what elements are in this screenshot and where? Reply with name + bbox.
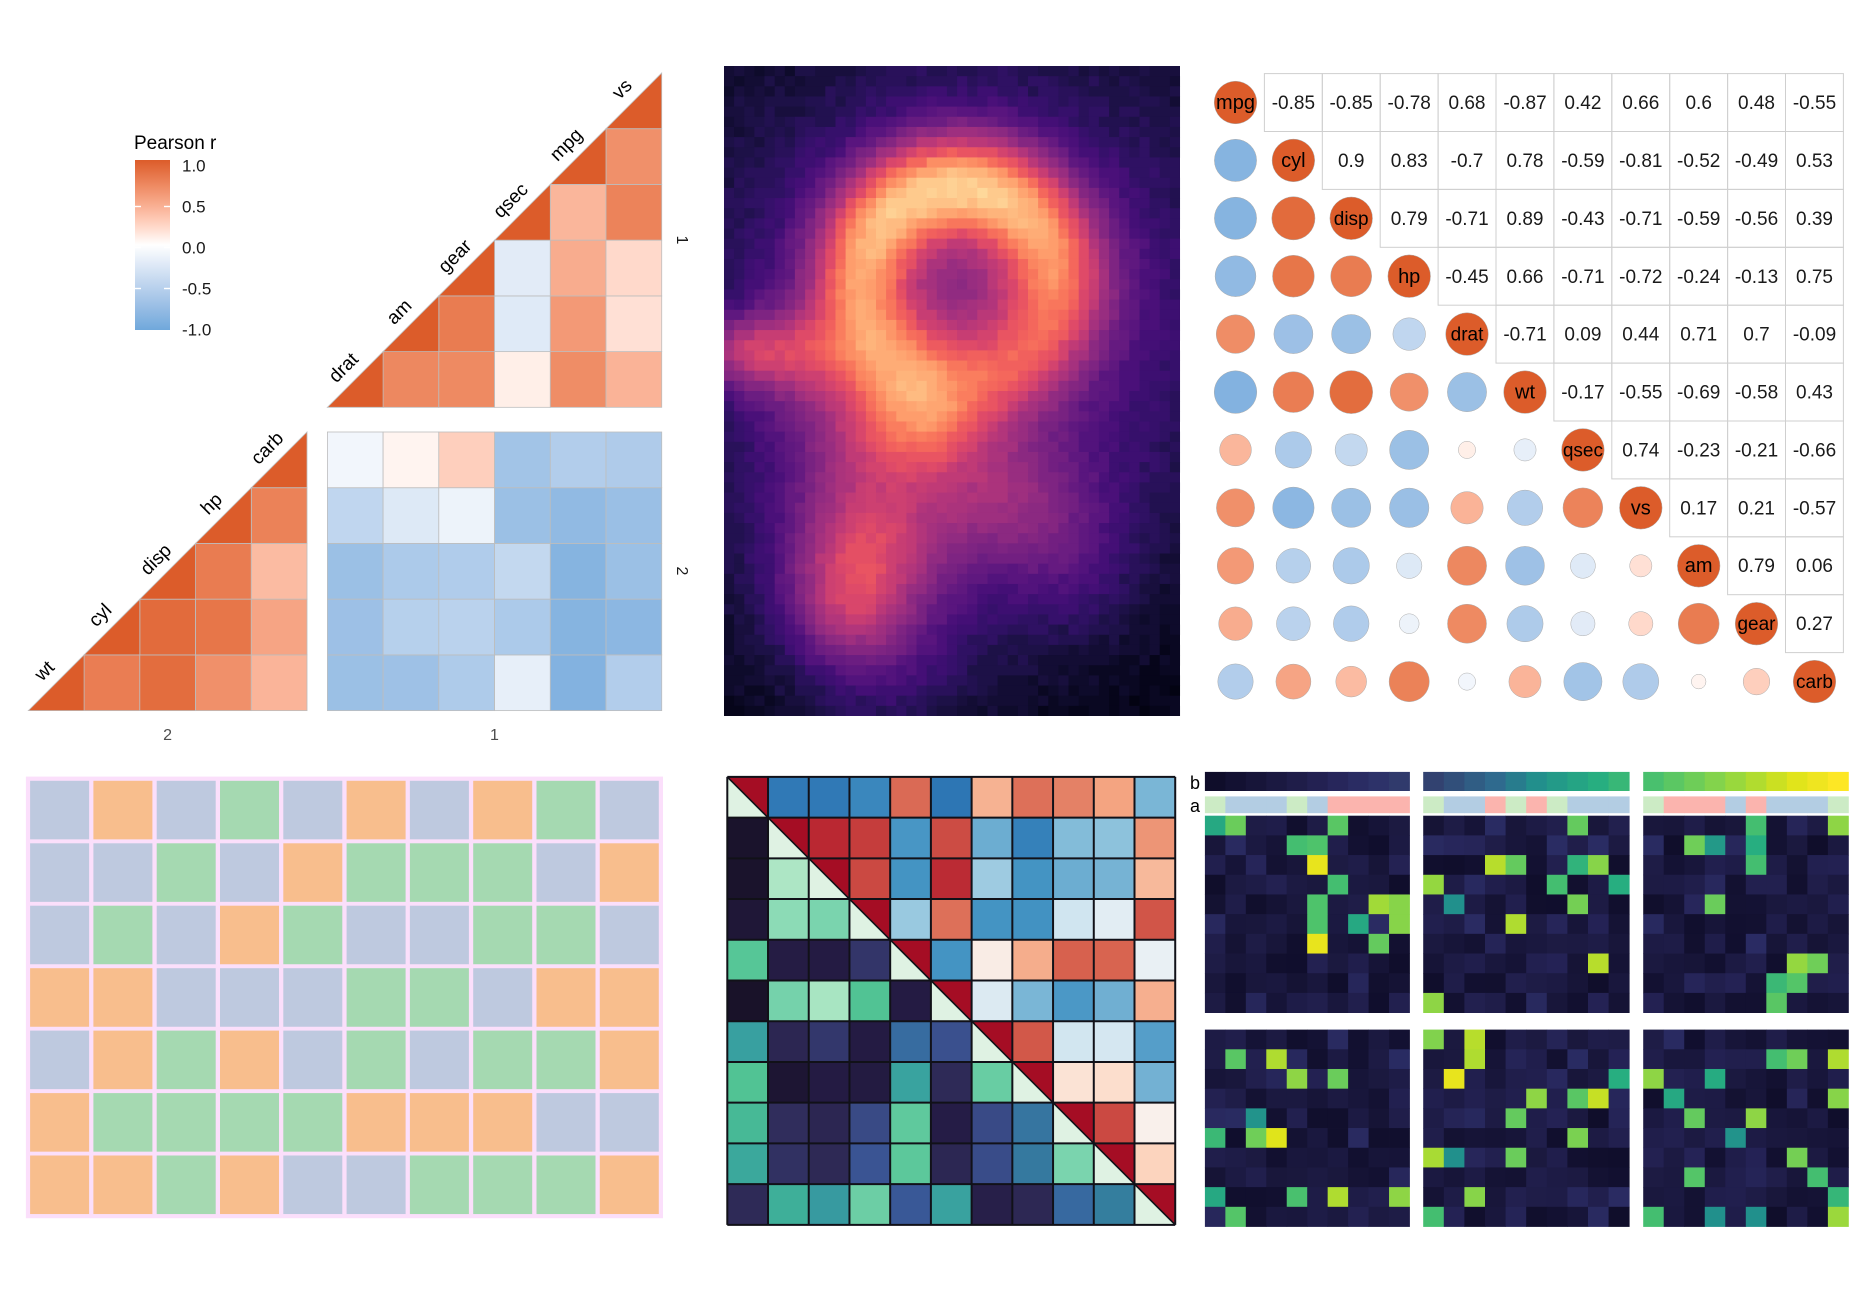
svg-text:am: am: [1685, 555, 1713, 577]
svg-text:-0.59: -0.59: [1561, 151, 1604, 172]
svg-text:0.79: 0.79: [1738, 556, 1775, 577]
svg-text:-0.71: -0.71: [1503, 325, 1546, 346]
svg-text:-0.55: -0.55: [1793, 93, 1836, 114]
svg-text:-0.52: -0.52: [1677, 151, 1720, 172]
svg-text:1: 1: [673, 236, 690, 245]
svg-text:-0.71: -0.71: [1619, 209, 1662, 230]
svg-text:-0.24: -0.24: [1677, 267, 1721, 288]
svg-text:-0.85: -0.85: [1330, 93, 1373, 114]
svg-text:-0.66: -0.66: [1793, 440, 1836, 461]
svg-text:-0.87: -0.87: [1503, 93, 1546, 114]
svg-text:-0.69: -0.69: [1677, 383, 1720, 404]
svg-text:0.68: 0.68: [1449, 93, 1486, 114]
svg-text:-0.71: -0.71: [1445, 209, 1488, 230]
svg-text:mpg: mpg: [1216, 92, 1255, 114]
svg-text:0.83: 0.83: [1391, 151, 1428, 172]
svg-text:0.5: 0.5: [182, 198, 206, 217]
svg-text:0.42: 0.42: [1564, 93, 1601, 114]
svg-text:Pearson r: Pearson r: [134, 133, 217, 154]
svg-text:hp: hp: [1398, 266, 1420, 288]
svg-text:drat: drat: [1451, 325, 1484, 346]
svg-text:0.7: 0.7: [1743, 325, 1769, 346]
svg-text:-0.55: -0.55: [1619, 383, 1662, 404]
svg-text:-0.13: -0.13: [1735, 267, 1778, 288]
svg-text:wt: wt: [1514, 382, 1535, 404]
svg-text:vs: vs: [1631, 497, 1651, 519]
svg-text:a: a: [1190, 796, 1201, 816]
svg-text:-0.49: -0.49: [1735, 151, 1778, 172]
svg-text:0.0: 0.0: [182, 239, 206, 258]
svg-text:0.27: 0.27: [1796, 614, 1833, 635]
svg-text:gear: gear: [1737, 614, 1776, 635]
svg-text:0.74: 0.74: [1622, 440, 1659, 461]
svg-text:-0.56: -0.56: [1735, 209, 1778, 230]
svg-text:-0.72: -0.72: [1619, 267, 1662, 288]
svg-text:0.89: 0.89: [1507, 209, 1544, 230]
svg-text:-0.57: -0.57: [1793, 498, 1836, 519]
svg-text:-0.43: -0.43: [1561, 209, 1604, 230]
svg-text:0.53: 0.53: [1796, 151, 1833, 172]
svg-text:carb: carb: [1796, 672, 1833, 693]
svg-text:0.75: 0.75: [1796, 267, 1833, 288]
svg-text:-0.81: -0.81: [1619, 151, 1662, 172]
svg-text:b: b: [1190, 773, 1200, 793]
svg-text:2: 2: [163, 727, 172, 744]
svg-text:0.66: 0.66: [1507, 267, 1544, 288]
svg-text:-1.0: -1.0: [182, 321, 211, 340]
svg-text:0.09: 0.09: [1564, 325, 1601, 346]
svg-text:0.39: 0.39: [1796, 209, 1833, 230]
svg-text:-0.09: -0.09: [1793, 325, 1836, 346]
svg-text:0.66: 0.66: [1622, 93, 1659, 114]
svg-text:-0.59: -0.59: [1677, 209, 1720, 230]
svg-text:0.21: 0.21: [1738, 498, 1775, 519]
svg-text:disp: disp: [1334, 209, 1369, 230]
svg-text:0.06: 0.06: [1796, 556, 1833, 577]
svg-text:-0.85: -0.85: [1272, 93, 1315, 114]
svg-text:0.6: 0.6: [1685, 93, 1711, 114]
svg-text:-0.45: -0.45: [1445, 267, 1488, 288]
svg-text:-0.23: -0.23: [1677, 440, 1720, 461]
svg-text:cyl: cyl: [1281, 150, 1305, 172]
svg-text:-0.58: -0.58: [1735, 383, 1778, 404]
svg-text:-0.78: -0.78: [1388, 93, 1431, 114]
svg-text:qsec: qsec: [1563, 440, 1603, 461]
svg-text:-0.17: -0.17: [1561, 383, 1604, 404]
svg-text:0.78: 0.78: [1507, 151, 1544, 172]
svg-text:0.48: 0.48: [1738, 93, 1775, 114]
svg-text:-0.21: -0.21: [1735, 440, 1778, 461]
svg-text:1: 1: [490, 727, 499, 744]
svg-text:0.44: 0.44: [1622, 325, 1659, 346]
svg-text:0.9: 0.9: [1338, 151, 1364, 172]
svg-text:-0.71: -0.71: [1561, 267, 1604, 288]
svg-text:-0.5: -0.5: [182, 280, 211, 299]
svg-text:2: 2: [673, 567, 690, 576]
svg-text:-0.7: -0.7: [1451, 151, 1484, 172]
svg-text:1.0: 1.0: [182, 157, 206, 176]
svg-text:0.43: 0.43: [1796, 383, 1833, 404]
svg-text:0.79: 0.79: [1391, 209, 1428, 230]
svg-text:0.71: 0.71: [1680, 325, 1717, 346]
svg-text:0.17: 0.17: [1680, 498, 1717, 519]
